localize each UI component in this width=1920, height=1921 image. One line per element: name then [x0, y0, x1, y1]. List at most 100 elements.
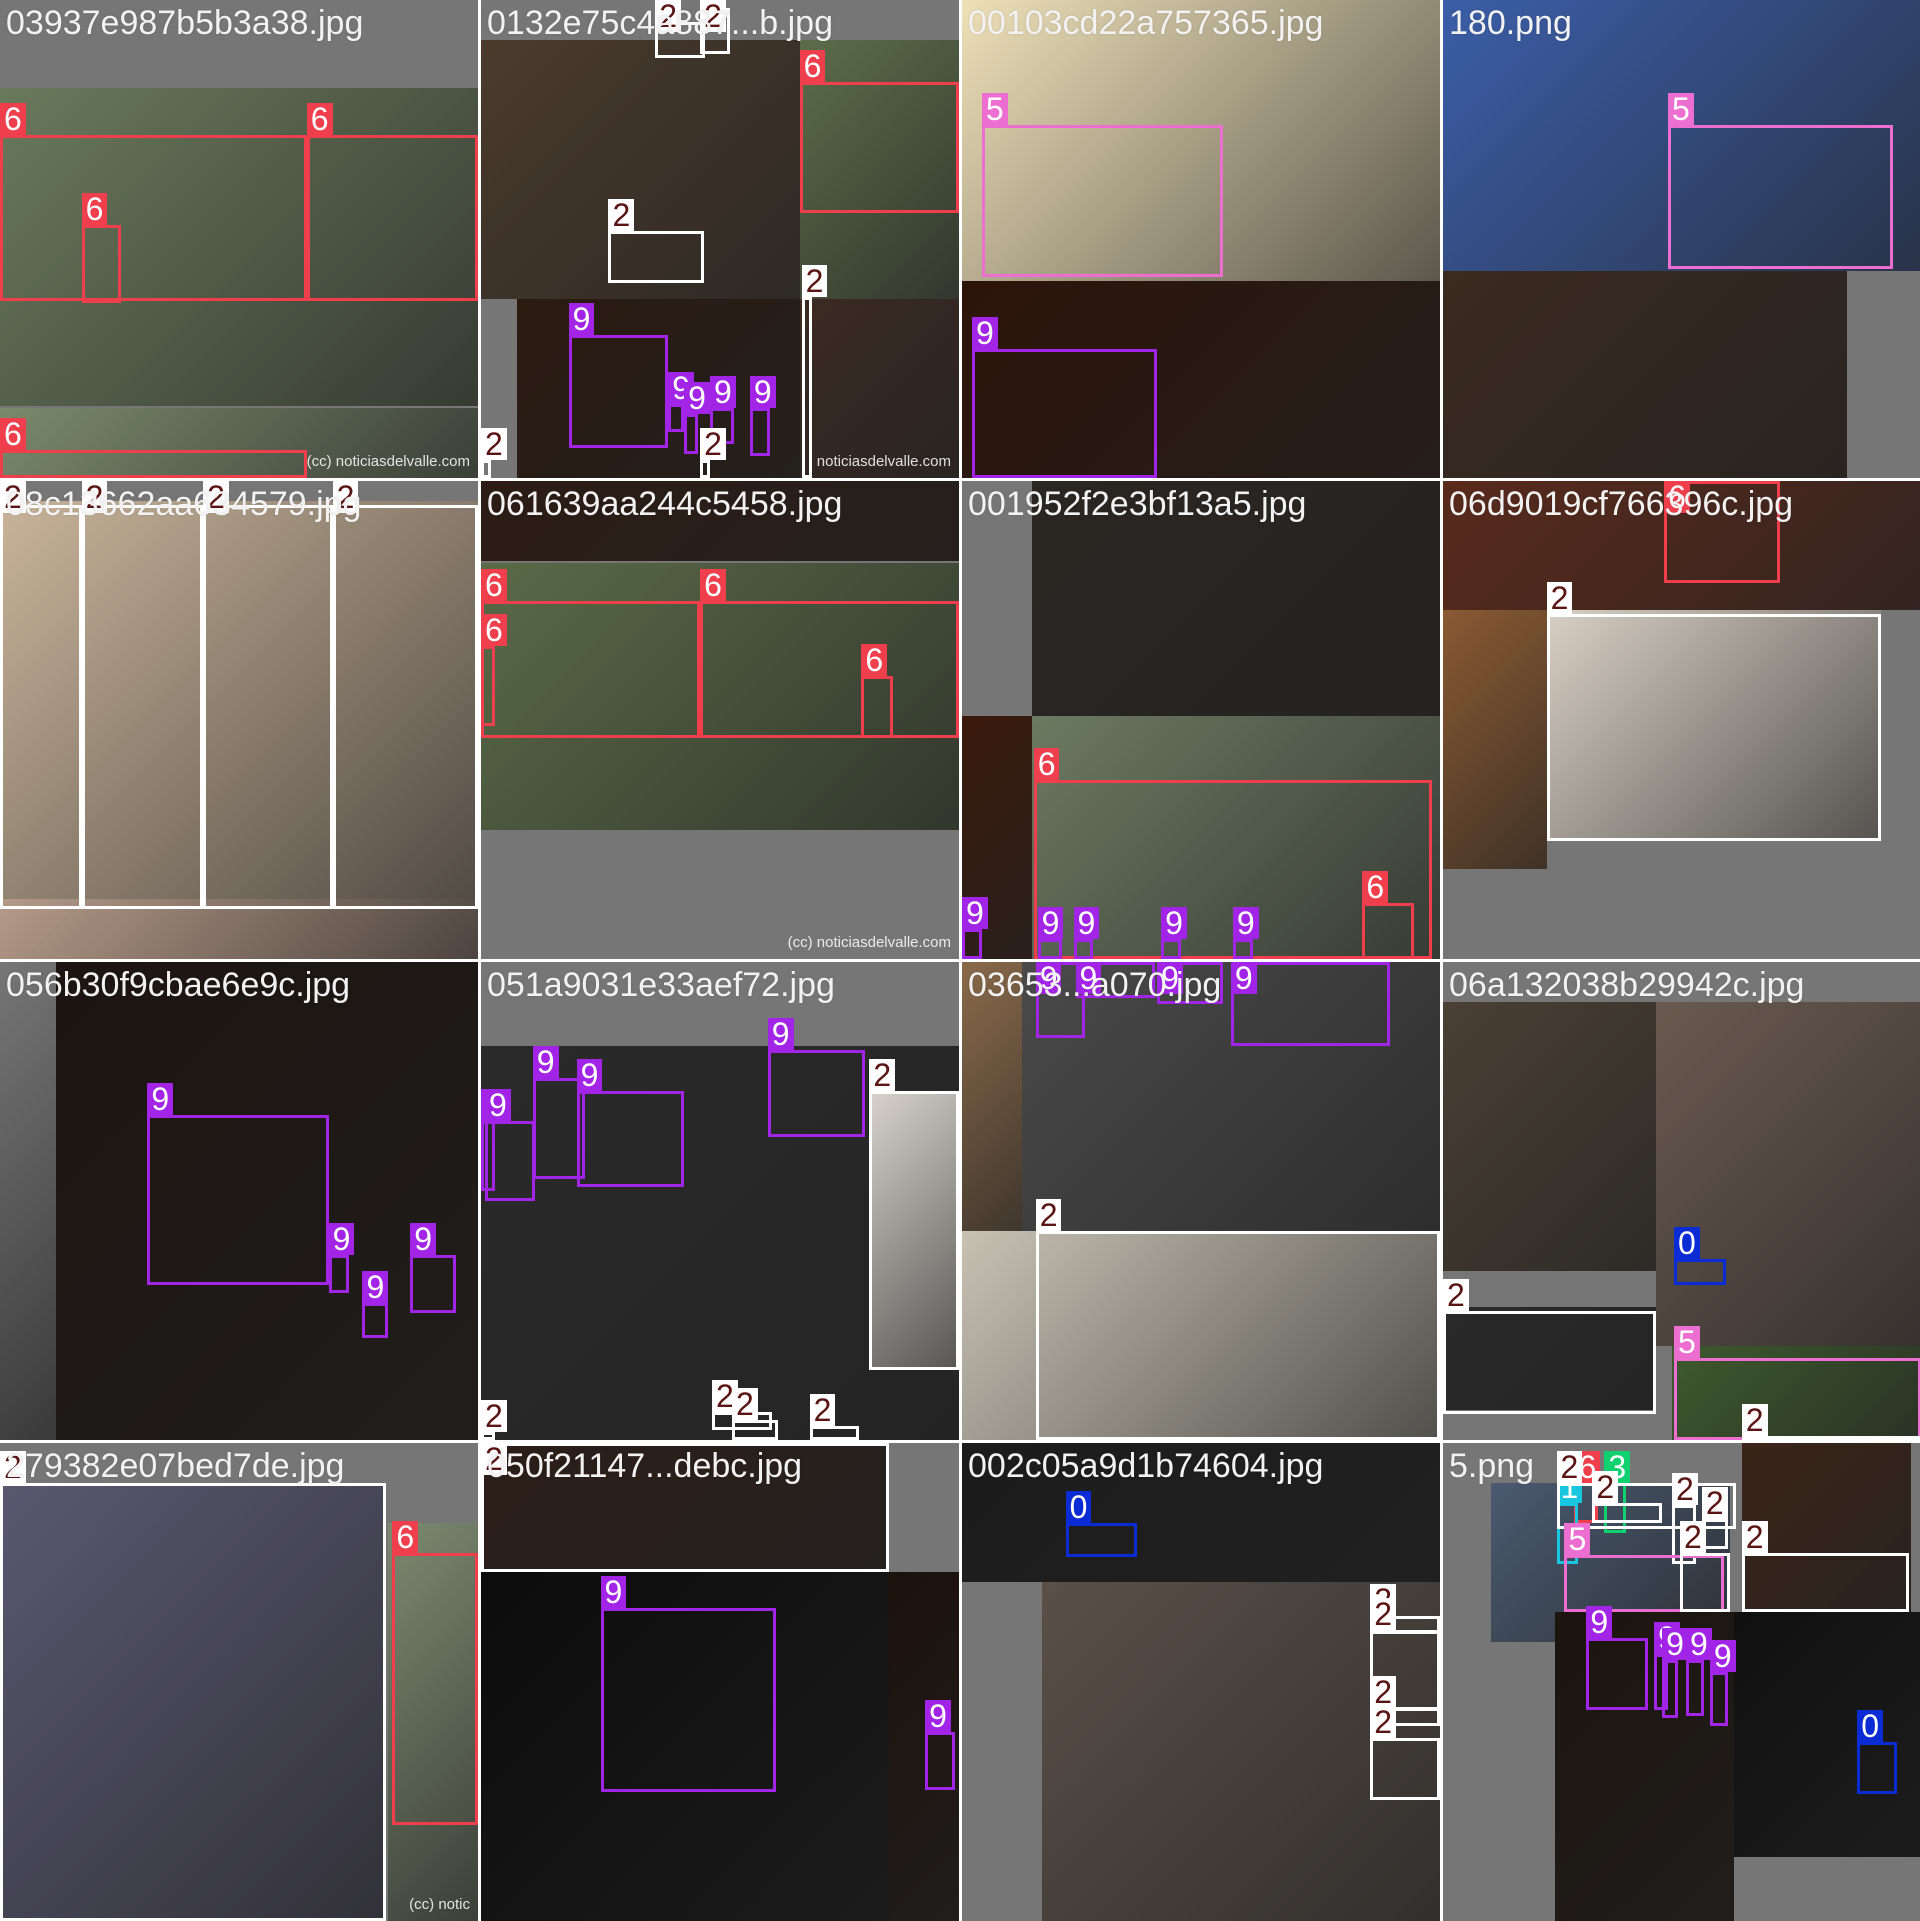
photo-typewriter [1733, 1612, 1920, 1858]
photo-living-room-wall [1041, 1582, 1440, 1921]
bbox-label: 2 [1035, 1198, 1062, 1231]
bbox-label: 9 [532, 1045, 559, 1078]
mosaic-tile: 0 2 5 2 06a132038b29942c.jpg [1443, 962, 1920, 1440]
bbox-class-2 [731, 1420, 778, 1440]
bbox-class-5 [1564, 1554, 1724, 1613]
watermark-text: (cc) noticiasdelvalle.com [306, 453, 470, 470]
bbox-label: 2 [481, 1443, 507, 1475]
bbox-label: 9 [1586, 1606, 1613, 1639]
bbox-class-6 [0, 450, 307, 478]
bbox-class-2 [809, 1426, 860, 1440]
tile-filename: 056b30f9cbae6e9c.jpg [6, 966, 351, 1004]
bbox-label: 6 [481, 568, 507, 601]
bbox-class-6 [306, 135, 478, 301]
bbox-label: 2 [809, 1394, 836, 1427]
tile-filename: 06a132038b29942c.jpg [1449, 966, 1805, 1004]
bbox-class-2 [481, 1443, 890, 1573]
bbox-class-2 [869, 1091, 959, 1371]
bbox-class-9 [962, 929, 982, 959]
bbox-label: 9 [710, 376, 736, 409]
bbox-label: 0 [1674, 1226, 1700, 1259]
bbox-class-9 [684, 414, 699, 455]
mosaic-tile: 6 6 9 9 9 9 9 001952f2e3bf13a5.jpg [962, 481, 1440, 959]
tile-filename: 279382e07bed7de.jpg [6, 1447, 345, 1485]
bbox-label: 6 [799, 49, 826, 82]
photo-grey-left-strip [0, 962, 56, 1440]
bbox-label: 6 [1033, 747, 1060, 780]
tile-filename: 180.png [1449, 4, 1572, 42]
bbox-label: 2 [700, 428, 726, 461]
bbox-label: 2 [655, 0, 682, 32]
bbox-label: 2 [81, 481, 108, 513]
bbox-label: 9 [1230, 962, 1257, 994]
photo-masked-figure-small [1554, 1612, 1734, 1921]
mosaic-tile: 2 9 9 050f21147...debc.jpg [481, 1443, 959, 1921]
photo-speaker-podium-blue [1443, 0, 1920, 271]
photo-soccer-crowd [0, 87, 478, 407]
bbox-label: 9 [1709, 1640, 1736, 1673]
photo-book-strip [481, 481, 959, 561]
bbox-label: 2 [1370, 1705, 1397, 1738]
bbox-class-6 [1033, 779, 1433, 959]
mosaic-tile: 02222002c05a9d1b74604.jpg [962, 1443, 1440, 1921]
photo-room-with-dog [481, 39, 800, 299]
photo-soccer-crowd-2 [0, 408, 478, 478]
photo-book-covers-pretty-leslie [962, 1230, 1440, 1440]
bbox-class-2 [1546, 614, 1882, 842]
photo-book-spines [799, 298, 959, 478]
bbox-label: 9 [362, 1270, 389, 1303]
bbox-label: 2 [1741, 1404, 1768, 1437]
mosaic-tile: (cc) noticiasdelvalle.com 6 6 6 6 061639aa244… [481, 481, 959, 959]
bbox-label: 9 [1035, 962, 1062, 994]
bbox-class-6 [392, 1552, 478, 1826]
bbox-class-2 [81, 504, 204, 910]
bbox-class-6 [1664, 481, 1780, 583]
tile-filename: 0132e75c4a887...b.jpg [487, 4, 833, 42]
bbox-label: 9 [684, 382, 710, 415]
mosaic-tile: noticiasdelvalle.com 2 2 6 2 9 9 9 9 9 2 2 2 0132e75c… [481, 0, 959, 478]
mosaic-tile: 2 2 2 2 08c13662aa634579.jpg [0, 481, 478, 959]
photo-soccer-field-wide [481, 562, 959, 830]
bbox-class-2 [0, 1482, 387, 1921]
bbox-label: 2 [801, 264, 828, 297]
photo-tablet-on-grass [1672, 1346, 1920, 1440]
bbox-class-6 [861, 676, 894, 738]
bbox-label: 6 [700, 568, 726, 601]
bbox-class-9 [1161, 939, 1182, 959]
photo-smiling-man-laptop [1656, 1001, 1920, 1347]
bbox-label: 9 [962, 897, 988, 930]
bbox-class-6 [799, 81, 959, 214]
bbox-label: 9 [1157, 962, 1183, 994]
bbox-label: 2 [1546, 582, 1573, 615]
bbox-class-0 [1065, 1522, 1138, 1557]
bbox-label: 2 [1556, 1450, 1583, 1483]
bbox-class-6 [700, 600, 959, 738]
bbox-class-2 [481, 460, 491, 478]
mosaic-tile: 9999922222051a9031e33aef72.jpg [481, 962, 959, 1440]
bbox-label: 2 [1672, 1472, 1698, 1505]
bbox-class-9 [328, 1254, 349, 1293]
bbox-label: 2 [1443, 1278, 1469, 1311]
photo-chess-books-stack [1741, 1443, 1912, 1613]
bbox-label: 9 [410, 1222, 437, 1255]
bbox-label: 2 [1592, 1470, 1619, 1503]
bbox-label: 9 [971, 316, 998, 349]
bbox-label: 9 [767, 1017, 794, 1050]
photo-jacket-closeup [1031, 481, 1440, 717]
bbox-class-2 [1741, 1436, 1920, 1440]
tile-filename: 051a9031e33aef72.jpg [487, 966, 835, 1004]
bbox-class-9 [668, 404, 685, 433]
bbox-class-6 [481, 646, 495, 726]
bbox-class-0 [1857, 1741, 1898, 1794]
bbox-label: 9 [147, 1083, 174, 1116]
bbox-label: 5 [981, 93, 1008, 126]
bbox-label: 2 [1680, 1520, 1706, 1553]
bbox-label: 9 [1161, 907, 1187, 940]
photo-chess-books [481, 1443, 890, 1573]
tile-filename: 00103cd22a757365.jpg [968, 4, 1324, 42]
mosaic-tile: 9 9 9 9 056b30f9cbae6e9c.jpg [0, 962, 478, 1440]
bbox-label: 9 [749, 376, 776, 409]
bbox-class-2 [332, 504, 478, 910]
photo-wooden-table [962, 962, 1022, 1231]
tile-filename: 050f21147...debc.jpg [487, 1447, 803, 1485]
